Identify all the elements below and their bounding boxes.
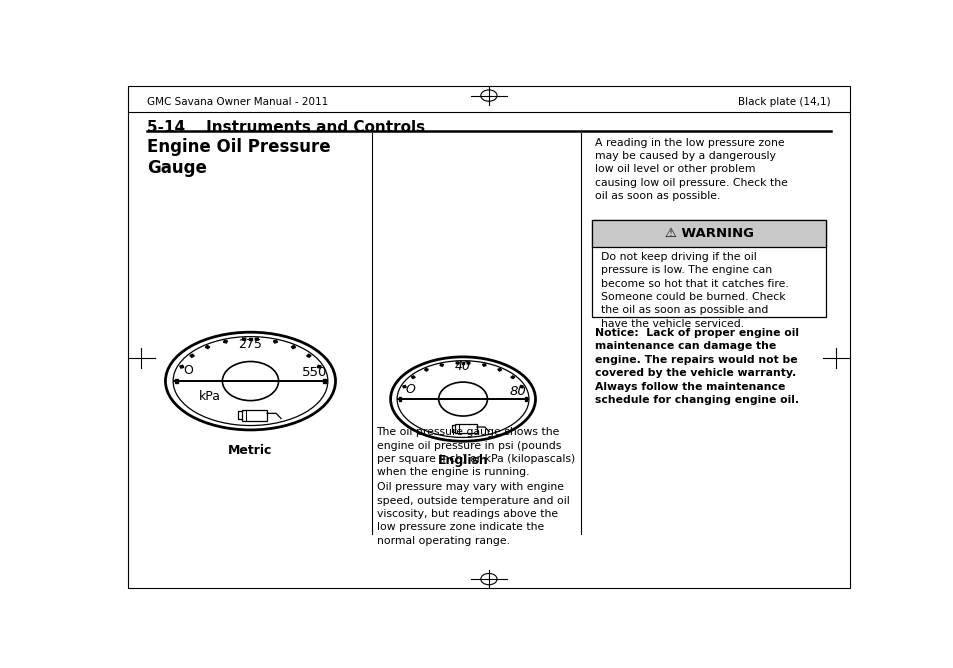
Bar <box>291 345 295 349</box>
Text: The oil pressure gauge shows the
engine oil pressure in psi (pounds
per square i: The oil pressure gauge shows the engine … <box>376 428 575 478</box>
Bar <box>223 340 227 343</box>
Bar <box>439 364 443 366</box>
Bar <box>175 379 177 383</box>
Text: ⚠ WARNING: ⚠ WARNING <box>664 227 753 240</box>
Text: O: O <box>405 383 415 396</box>
Text: 275: 275 <box>238 338 262 351</box>
Text: 40: 40 <box>455 360 471 373</box>
Text: 550: 550 <box>302 366 328 379</box>
Bar <box>592 220 825 317</box>
Bar <box>249 338 252 340</box>
Bar <box>511 376 515 379</box>
Bar <box>461 362 464 364</box>
Text: 5-14    Instruments and Controls: 5-14 Instruments and Controls <box>147 120 425 136</box>
Bar <box>424 368 428 371</box>
Bar <box>519 385 523 388</box>
Text: A reading in the low pressure zone
may be caused by a dangerously
low oil level : A reading in the low pressure zone may b… <box>595 138 787 201</box>
Bar <box>482 364 486 366</box>
Bar <box>497 368 501 371</box>
Bar <box>316 365 321 368</box>
Text: Notice:  Lack of proper engine oil
maintenance can damage the
engine. The repair: Notice: Lack of proper engine oil mainte… <box>595 328 799 405</box>
Bar <box>241 410 267 421</box>
Bar <box>179 365 184 368</box>
Text: Do not keep driving if the oil
pressure is low. The engine can
become so hot tha: Do not keep driving if the oil pressure … <box>600 252 787 329</box>
Text: English: English <box>437 454 488 467</box>
Bar <box>274 340 277 343</box>
Bar <box>524 397 527 401</box>
Bar <box>242 338 246 341</box>
Bar <box>205 345 210 349</box>
Bar <box>306 354 311 357</box>
Text: Oil pressure may vary with engine
speed, outside temperature and oil
viscosity, : Oil pressure may vary with engine speed,… <box>376 482 569 546</box>
Text: GMC Savana Owner Manual - 2011: GMC Savana Owner Manual - 2011 <box>147 97 328 107</box>
Text: O: O <box>183 364 193 377</box>
Text: Engine Oil Pressure
Gauge: Engine Oil Pressure Gauge <box>147 138 331 177</box>
Bar <box>254 338 258 341</box>
Text: 80: 80 <box>509 385 526 398</box>
Bar <box>323 379 326 383</box>
Bar <box>411 376 415 379</box>
Bar <box>402 385 406 388</box>
Bar <box>398 397 401 401</box>
Bar <box>190 354 194 357</box>
Bar <box>456 362 458 364</box>
Text: Black plate (14,1): Black plate (14,1) <box>737 97 830 107</box>
Bar <box>467 362 470 364</box>
Text: kPa: kPa <box>198 390 220 403</box>
Text: Metric: Metric <box>228 444 273 458</box>
Bar <box>592 220 825 246</box>
Bar <box>455 424 476 434</box>
